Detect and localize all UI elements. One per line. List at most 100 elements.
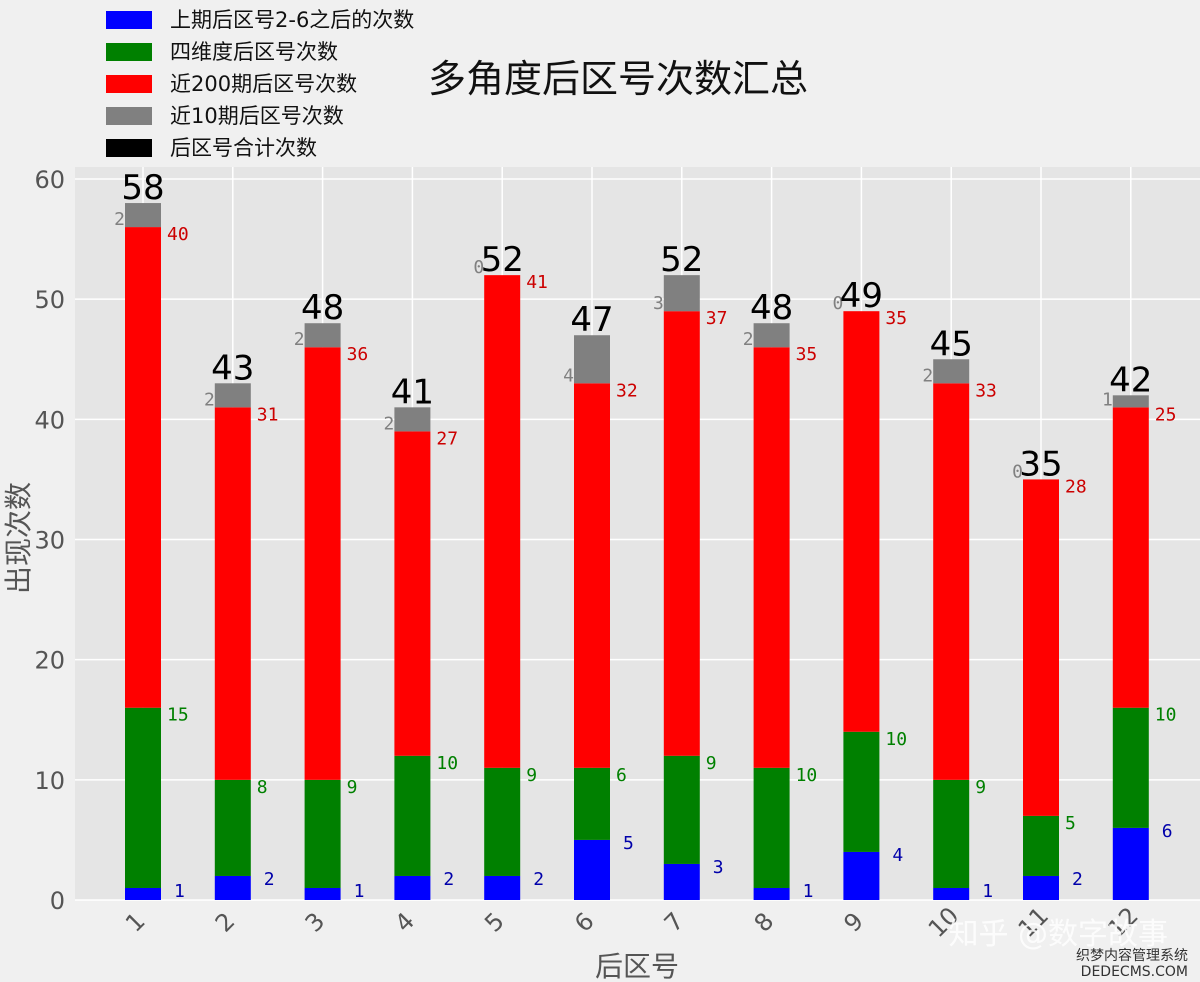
bar-segment [125,707,161,888]
bar-segment [1112,707,1149,828]
y-tick-label: 30 [34,527,65,555]
segment-value-label: 9 [975,777,986,798]
segment-value-label: 41 [526,272,548,293]
bar-segment [125,227,161,708]
legend-label: 上期后区号2-6之后的次数 [170,8,414,32]
total-value-label: 45 [930,324,973,364]
bar-segment [574,335,610,384]
segment-labels: 1154022831219362210272294105632439373110… [114,209,1176,902]
x-axis-title: 后区号 [595,950,679,982]
segment-value-label: 2 [443,869,454,890]
watermark-dedecms-url: DEDECMS.COM [1081,964,1188,980]
y-tick-label: 0 [50,887,65,915]
legend-label: 近10期后区号次数 [170,104,344,128]
segment-value-label: 10 [796,765,818,786]
bar-segment [574,767,610,840]
bar-segment [843,311,880,732]
bar-segment [933,359,970,384]
bar-segment [663,311,700,756]
segment-value-label: 2 [384,413,395,434]
x-tick-label: 1 [120,907,151,938]
legend-label: 近200期后区号次数 [170,72,357,96]
y-axis-title: 出现次数 [2,482,35,594]
y-tick-label: 60 [34,166,65,194]
segment-value-label: 1 [1102,389,1113,410]
segment-value-label: 1 [174,881,185,902]
segment-value-label: 35 [796,344,818,365]
segment-value-label: 1 [982,881,993,902]
total-value-label: 48 [301,288,344,328]
bar-segment [753,347,790,768]
bar-segment [304,887,341,900]
total-value-label: 52 [660,240,703,280]
bar-segment [484,875,521,900]
total-value-label: 47 [570,300,613,340]
bar-segment [214,875,251,900]
segment-value-label: 37 [706,308,728,329]
bar-segment [214,407,251,780]
total-value-label: 48 [750,288,793,328]
segment-value-label: 10 [436,753,458,774]
total-value-label: 58 [121,168,164,208]
legend-swatch [106,139,152,157]
x-tick-label: 3 [300,907,331,938]
bars [125,203,1149,900]
segment-value-label: 31 [257,404,279,425]
total-value-label: 52 [481,240,524,280]
segment-value-label: 8 [257,777,268,798]
legend: 上期后区号2-6之后的次数四维度后区号次数近200期后区号次数近10期后区号次数… [106,8,414,160]
total-value-label: 42 [1109,360,1152,400]
bar-segment [484,275,521,768]
bar-segment [933,383,970,780]
bar-segment [125,887,161,900]
watermark-zhihu: 知乎 @数字故事 [948,917,1168,952]
bar-segment [663,275,700,312]
segment-value-label: 2 [922,365,933,386]
watermark-dedecms: 织梦内容管理系统 [1076,947,1188,964]
segment-value-label: 6 [616,765,627,786]
x-tick-label: 4 [389,907,420,938]
y-tick-label: 50 [34,286,65,314]
segment-value-label: 9 [347,777,358,798]
bar-segment [843,851,880,900]
legend-swatch [106,75,152,93]
segment-value-label: 2 [264,869,275,890]
segment-value-label: 6 [1162,821,1173,842]
segment-value-label: 28 [1065,476,1087,497]
segment-value-label: 33 [975,380,997,401]
bar-segment [753,887,790,900]
bar-segment [394,755,431,876]
bar-segment [753,323,790,348]
bar-segment [1023,875,1059,900]
bar-segment [574,839,610,900]
y-tick-label: 20 [34,647,65,675]
segment-value-label: 2 [294,329,305,350]
bar-segment [125,203,161,228]
bar-segment [753,767,790,888]
bar-segment [214,779,251,876]
segment-value-label: 25 [1155,404,1177,425]
segment-value-label: 4 [892,845,903,866]
legend-label: 四维度后区号次数 [170,40,338,64]
segment-value-label: 3 [713,857,724,878]
total-value-label: 35 [1019,444,1062,484]
segment-value-label: 40 [167,224,189,245]
segment-value-label: 27 [436,428,458,449]
segment-value-label: 2 [204,389,215,410]
segment-value-label: 2 [1072,869,1083,890]
y-tick-labels: 0 10 20 30 40 50 60 [34,166,65,915]
x-tick-label: 6 [569,907,600,938]
bar-segment [394,431,431,756]
total-value-label: 49 [840,276,883,316]
bar-segment [394,875,431,900]
segment-value-label: 3 [653,293,664,314]
segment-value-label: 9 [706,753,717,774]
legend-swatch [106,107,152,125]
bar-segment [1023,815,1059,876]
total-value-label: 43 [211,348,254,388]
bar-segment [574,383,610,768]
segment-value-label: 1 [803,881,814,902]
